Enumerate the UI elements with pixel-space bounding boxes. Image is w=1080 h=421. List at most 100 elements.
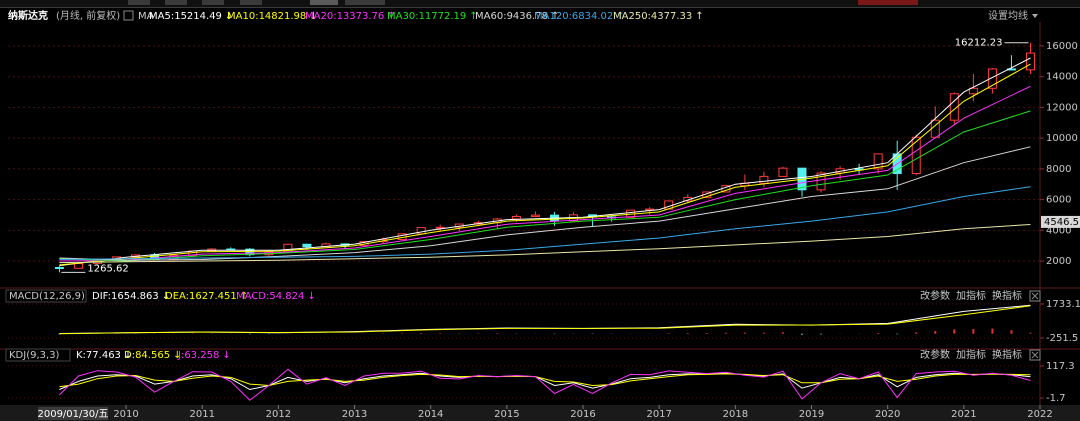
separator — [0, 7, 1080, 8]
legend-trend: ↑ — [387, 11, 395, 22]
x-tick-label: 2018 — [723, 409, 748, 420]
tab-strip — [0, 0, 1080, 8]
period-label: (月线, 前复权) — [56, 9, 120, 22]
panel-title: MACD(12,26,9) — [9, 291, 85, 302]
toggle-icon[interactable] — [123, 10, 134, 21]
panel-button[interactable]: 换指标 — [992, 289, 1022, 302]
x-tick-label: 2017 — [646, 409, 671, 420]
tab[interactable] — [202, 0, 224, 5]
legend-trend: ↑ — [469, 11, 477, 22]
ma-settings[interactable]: 设置均线 — [988, 9, 1028, 22]
legend-entry: MACD:54.824 ↓ — [236, 291, 316, 302]
legend-trend: ↑ — [616, 11, 624, 22]
x-tick-label: 2020 — [875, 409, 900, 420]
legend-label: MA20:13373.76 — [305, 11, 384, 22]
panel-title-box — [5, 289, 87, 303]
candle-body — [302, 243, 312, 248]
legend-entry: DIF:1654.863 ↓ — [92, 291, 170, 302]
candle-body — [1025, 52, 1035, 71]
close-button[interactable] — [1029, 290, 1041, 302]
legend-entry: MA30:11772.19 ↑ — [387, 11, 478, 22]
y-tick-label: 2000 — [1046, 256, 1071, 267]
legend-entry: MA10:14821.98 ↓ — [227, 11, 318, 22]
panel-button[interactable]: 加指标 — [956, 348, 986, 361]
candle-body — [759, 175, 769, 184]
legend-label: MA250:4377.33 — [613, 11, 692, 22]
x-tick-label: 2014 — [418, 409, 443, 420]
legend-label: MA60:9436.78 — [475, 11, 548, 22]
ma-line — [59, 186, 1031, 260]
candle-body — [73, 263, 83, 269]
tab[interactable] — [310, 0, 338, 5]
legend-trend: ↓ — [173, 350, 181, 361]
y-tick-label: 4000 — [1046, 225, 1071, 236]
ma-line — [59, 224, 1031, 264]
legend-label: J:63.258 — [177, 350, 219, 361]
tab[interactable] — [345, 0, 385, 5]
panel-title: KDJ(9,3,3) — [9, 350, 60, 361]
x-tick-label: 2013 — [342, 409, 367, 420]
x-tick-label: 2010 — [113, 409, 138, 420]
legend-entry: MA120:6834.02 ↑ — [534, 11, 625, 22]
y-tick-label: 6000 — [1046, 195, 1071, 206]
y-tick-label: -251.5 — [1046, 333, 1078, 344]
legend-label: MA5:15214.49 — [149, 11, 222, 22]
y-tick-label: 16000 — [1046, 41, 1078, 52]
close-icon — [1031, 351, 1039, 359]
candle-body — [511, 215, 521, 220]
candle-body — [987, 68, 997, 89]
tab[interactable] — [240, 0, 262, 5]
legend-label: MA120:6834.02 — [534, 11, 613, 22]
tab[interactable] — [858, 0, 918, 5]
legend-trend: ↑ — [695, 11, 703, 22]
y-tick-label: 1733.1 — [1046, 299, 1080, 310]
legend-trend: ↓ — [124, 350, 132, 361]
legend-label: MA10:14821.98 — [227, 11, 306, 22]
candle-body — [949, 93, 959, 121]
x-tick-label: 2011 — [189, 409, 214, 420]
close-button[interactable] — [1029, 349, 1041, 361]
legend-entry: MA20:13373.76 ↑ — [305, 11, 396, 22]
candle-body — [873, 153, 883, 170]
candle-body — [435, 226, 445, 229]
legend-trend: ↓ — [222, 350, 230, 361]
candle-body — [968, 87, 978, 95]
ma-line — [59, 110, 1031, 262]
legend-label: MACD:54.824 — [236, 291, 304, 302]
tab[interactable] — [128, 0, 150, 5]
price-tag — [1041, 215, 1080, 228]
legend-label: DIF:1654.863 — [92, 291, 159, 302]
legend-trend: ↑ — [551, 11, 559, 22]
close-icon — [1031, 292, 1039, 300]
ma-line — [59, 85, 1031, 262]
legend-trend: ↑ — [240, 291, 248, 302]
candle-body — [816, 172, 826, 191]
legend-label: D:84.565 — [124, 350, 170, 361]
panel-button[interactable]: 改参数 — [920, 289, 950, 302]
legend-label: K:77.463 — [76, 350, 121, 361]
x-tick-label: 2016 — [570, 409, 595, 420]
tab[interactable] — [165, 0, 187, 5]
x-tick-label: 2022 — [1027, 409, 1052, 420]
min-label: 1265.62 — [87, 263, 128, 274]
y-tick-label: 12000 — [1046, 102, 1078, 113]
instrument-title: 纳斯达克 — [8, 9, 48, 22]
y-tick-label: -1.7 — [1046, 393, 1066, 404]
y-tick-label: 10000 — [1046, 133, 1078, 144]
macd-line — [59, 304, 1031, 334]
y-tick-label: 14000 — [1046, 72, 1078, 83]
legend-entry: MA250:4377.33 ↑ — [613, 11, 704, 22]
panel-button[interactable]: 加指标 — [956, 289, 986, 302]
legend-entry: MA5:15214.49 ↓ — [149, 11, 233, 22]
kdj-line — [59, 368, 1031, 401]
panel-button[interactable]: 改参数 — [920, 348, 950, 361]
x-tick-label: 2021 — [951, 409, 976, 420]
macd-line — [59, 305, 1031, 335]
y-tick-label: 117.3 — [1046, 361, 1075, 372]
dropdown-arrow — [1032, 14, 1038, 18]
legend-trend: ↓ — [307, 291, 315, 302]
ma-line — [59, 57, 1031, 267]
panel-button[interactable]: 换指标 — [992, 348, 1022, 361]
x-tick-label: 2012 — [266, 409, 291, 420]
